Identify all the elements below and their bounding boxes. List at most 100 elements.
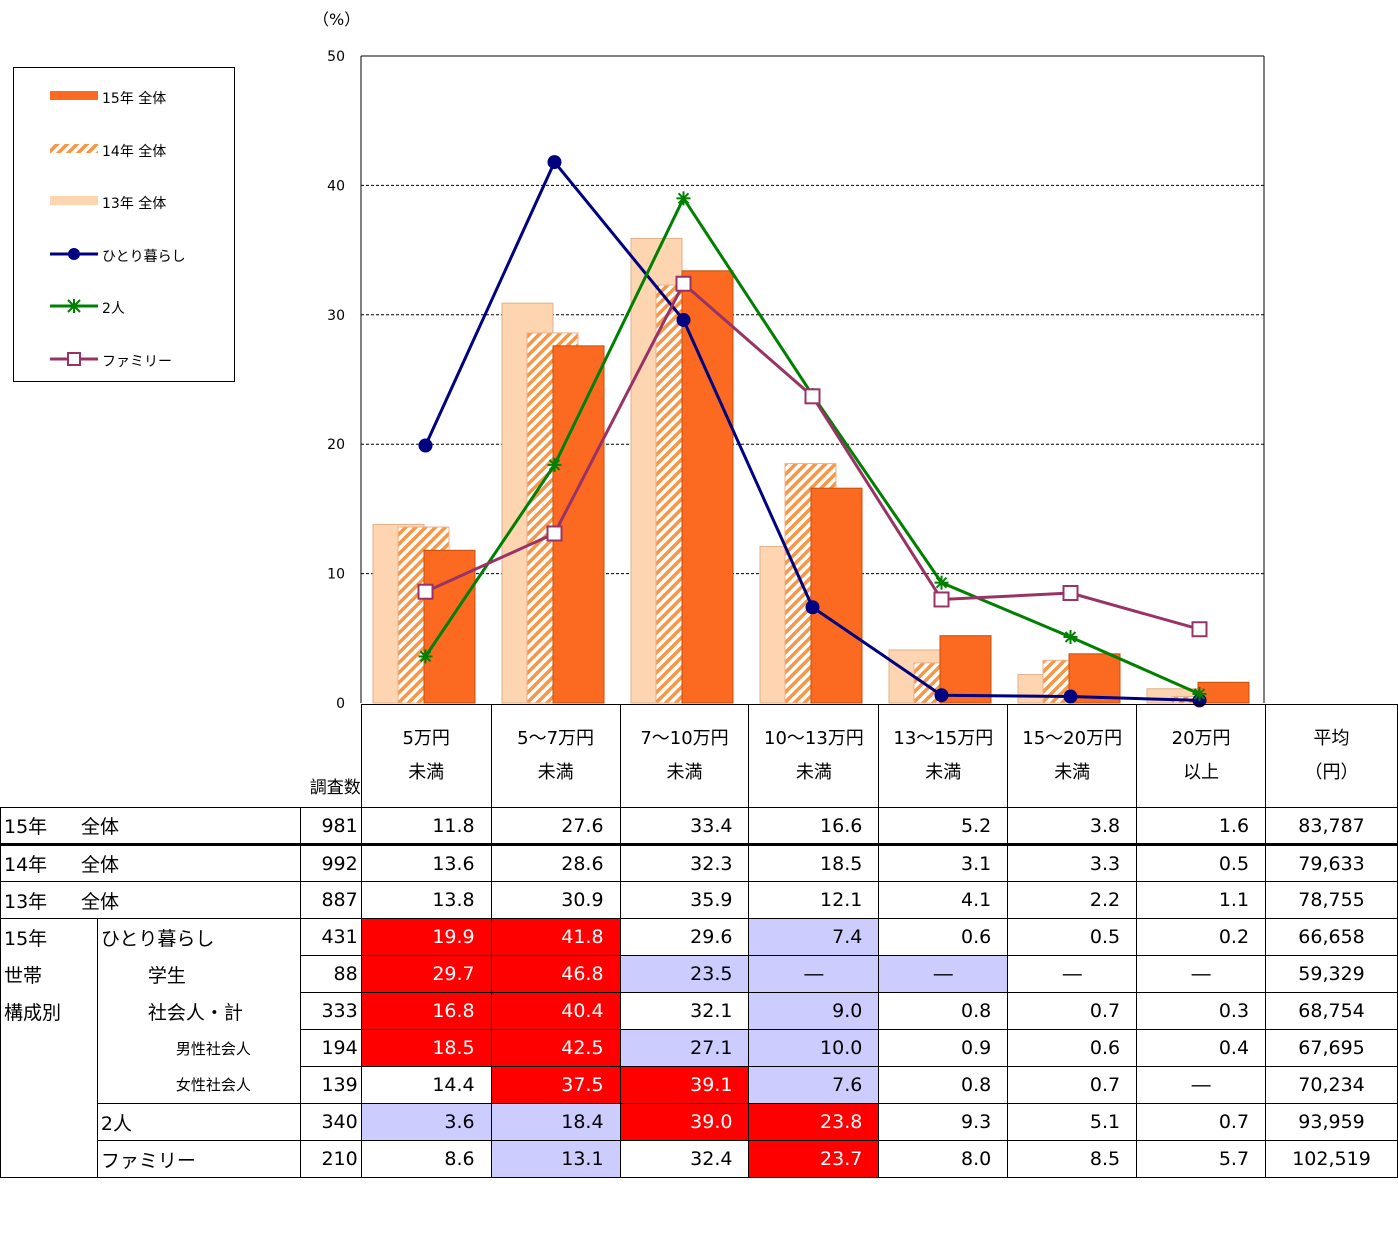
value-cell: 8.5	[1007, 1140, 1138, 1178]
legend-swatch	[50, 247, 98, 260]
value-cell: 39.1	[619, 1066, 750, 1104]
value-cell: ―	[1136, 1066, 1267, 1104]
marker-square	[675, 275, 692, 292]
legend-label: 2人	[102, 301, 125, 317]
value-cell: 0.8	[878, 992, 1009, 1030]
header-line: 13～15万円	[893, 728, 994, 749]
group-label	[0, 1066, 98, 1104]
data-table: 調査数 5万円 未満 5～7万円 未満 7～10万円 未満 10～13万円 未満 13～15万円未…	[0, 704, 1398, 1178]
marker-circle	[418, 438, 433, 453]
average-cell: 68,754	[1265, 992, 1398, 1030]
value-cell: 14.4	[360, 1066, 492, 1104]
table-row: 2人 340 3.6 18.4 39.0 23.8 9.3 5.1 0.7 93,959	[0, 1103, 1398, 1141]
table-row: 構成別 社会人・計 333 16.8 40.4 32.1 9.0 0.8 0.7 0.3 68,75…	[0, 992, 1398, 1030]
row-label: 社会人・計	[96, 992, 301, 1030]
marker-star	[1063, 630, 1078, 645]
legend-label: 14年 全体	[102, 143, 167, 160]
average-cell: 102,519	[1265, 1140, 1398, 1178]
row-label: 15年 全体	[0, 807, 301, 846]
row-count: 431	[299, 918, 362, 956]
value-cell: 5.1	[1007, 1103, 1138, 1141]
marker-circle	[1063, 689, 1078, 704]
y-tick-label: 40	[327, 178, 345, 194]
legend-swatch	[50, 196, 98, 205]
header-line: 平均	[1313, 728, 1350, 749]
value-cell: 0.5	[1136, 844, 1267, 882]
y-tick-label: 20	[327, 437, 345, 453]
value-cell: 13.6	[360, 844, 492, 882]
header-line: 10～13万円	[764, 728, 864, 749]
value-cell: 23.7	[748, 1140, 880, 1178]
row-group: 全体	[81, 854, 120, 876]
legend-swatch	[50, 143, 98, 153]
marker-circle	[805, 600, 820, 615]
marker-square	[417, 583, 434, 600]
value-cell: 0.3	[1136, 992, 1267, 1030]
bar	[810, 487, 863, 704]
header-count: 調査数	[300, 704, 362, 808]
average-cell: 70,234	[1265, 1066, 1398, 1104]
marker-square	[1062, 585, 1079, 602]
value-cell: 28.6	[490, 844, 621, 882]
table-header-row: 調査数 5万円 未満 5～7万円 未満 7～10万円 未満 10～13万円 未満 13～15万円未…	[1, 704, 1398, 808]
header-blank	[1, 705, 301, 808]
value-cell: 33.4	[619, 807, 750, 846]
y-tick-label: 0	[336, 696, 345, 712]
average-cell: 66,658	[1265, 918, 1398, 956]
column-header: 5万円 未満	[360, 704, 492, 808]
value-cell: ―	[1136, 955, 1267, 993]
marker-star	[934, 575, 949, 590]
value-cell: 35.9	[619, 881, 750, 919]
value-cell: 5.2	[878, 807, 1009, 846]
value-cell: 19.9	[360, 918, 492, 956]
value-cell: 4.1	[878, 881, 1009, 919]
row-count: 340	[299, 1103, 362, 1141]
header-line: 5～7万円	[517, 728, 595, 749]
row-year: 14年	[4, 854, 48, 876]
value-cell: 32.3	[619, 844, 750, 882]
table-row: 15年 ひとり暮らし 431 19.9 41.8 29.6 7.4 0.6 0.5 0.2 66,6…	[0, 918, 1398, 956]
value-cell: 13.8	[360, 881, 492, 919]
marker-square	[1191, 621, 1208, 638]
bars	[372, 237, 1250, 704]
group-label: 15年	[0, 918, 98, 956]
value-cell: 27.1	[619, 1029, 750, 1067]
value-cell: 0.7	[1007, 1066, 1138, 1104]
legend-label: 13年 全体	[102, 196, 167, 212]
row-label: 14年 全体	[0, 844, 301, 882]
header-line: 未満	[795, 762, 832, 783]
column-header: 7～10万円 未満	[619, 704, 750, 808]
bar	[552, 345, 605, 704]
table-row: 15年 全体 981 11.8 27.6 33.4 16.6 5.2 3.8 1.6 83,787	[0, 807, 1398, 846]
group-label	[0, 1103, 98, 1141]
value-cell: 0.4	[1136, 1029, 1267, 1067]
average-cell: 59,329	[1265, 955, 1398, 993]
value-cell: 42.5	[490, 1029, 621, 1067]
value-cell: 18.4	[490, 1103, 621, 1141]
legend-label: ひとり暮らし	[102, 248, 186, 265]
value-cell: 0.6	[1007, 1029, 1138, 1067]
value-cell: ―	[748, 955, 880, 993]
value-cell: 46.8	[490, 955, 621, 993]
header-line: 15～20万円	[1022, 728, 1123, 749]
value-cell: 11.8	[360, 807, 492, 846]
header-line: 未満	[537, 762, 574, 783]
legend-swatch	[50, 299, 98, 313]
group-label	[0, 1029, 98, 1067]
y-axis-unit: （%）	[313, 10, 360, 29]
value-cell: 9.3	[878, 1103, 1009, 1141]
average-cell: 83,787	[1265, 807, 1398, 846]
value-cell: 16.6	[748, 807, 880, 846]
marker-circle	[934, 688, 949, 703]
marker-square	[546, 525, 563, 542]
bar	[681, 270, 734, 704]
header-line: 5万円	[402, 728, 450, 749]
marker-star	[418, 649, 433, 664]
average-cell: 79,633	[1265, 844, 1398, 882]
value-cell: 3.1	[878, 844, 1009, 882]
table-row: 世帯 学生 88 29.7 46.8 23.5 ― ― ― ― 59,329	[0, 955, 1398, 993]
value-cell: 3.8	[1007, 807, 1138, 846]
value-cell: 37.5	[490, 1066, 621, 1104]
column-header: 13～15万円 未満	[878, 704, 1009, 808]
legend-swatch	[50, 91, 98, 100]
